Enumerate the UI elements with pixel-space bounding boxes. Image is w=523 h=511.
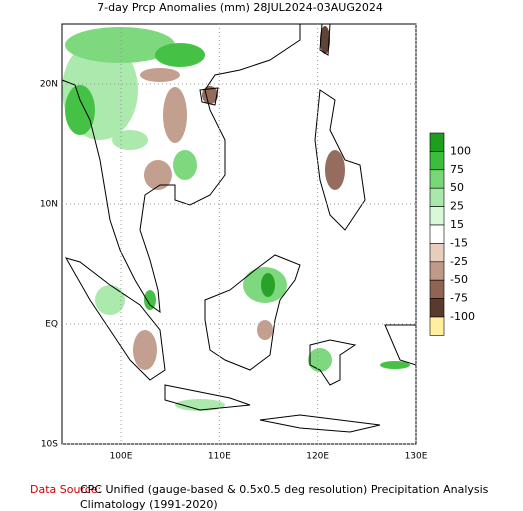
colorbar-label: -75: [450, 292, 468, 305]
source-text: CPC Unified (gauge-based & 0.5x0.5 deg r…: [80, 483, 489, 496]
title: 7-day Prcp Anomalies (mm) 28JUL2024-03AU…: [97, 1, 383, 14]
colorbar-label: -100: [450, 310, 475, 323]
colorbar-label: -15: [450, 236, 468, 249]
colorbar-box: [429, 224, 445, 244]
y-tick-label: 10S: [41, 440, 58, 450]
map-plot: [61, 23, 417, 445]
colorbar-box: [429, 132, 445, 152]
colorbar-box: [429, 316, 445, 336]
colorbar-box: [429, 187, 445, 207]
x-tick-label: 110E: [208, 452, 231, 462]
source-label: Data Source:: [30, 483, 101, 496]
colorbar-label: 15: [450, 218, 464, 231]
coastlines: [61, 23, 417, 433]
y-tick-label: EQ: [45, 320, 58, 330]
colorbar-label: 50: [450, 181, 464, 194]
colorbar-label: 25: [450, 200, 464, 213]
colorbar-box: [429, 243, 445, 263]
x-tick-label: 130E: [405, 452, 428, 462]
anomaly-shading: [62, 26, 410, 411]
colorbar-box: [429, 169, 445, 189]
colorbar-box: [429, 261, 445, 281]
y-tick-label: 20N: [40, 80, 58, 90]
y-tick-label: 10N: [40, 200, 58, 210]
climatology-text: Climatology (1991-2020): [80, 498, 218, 511]
x-tick-label: 100E: [110, 452, 133, 462]
colorbar-box: [429, 206, 445, 226]
colorbar-label: -50: [450, 273, 468, 286]
colorbar-label: -25: [450, 255, 468, 268]
colorbar-label: 75: [450, 163, 464, 176]
colorbar-label: 100: [450, 144, 471, 157]
x-tick-label: 120E: [306, 452, 329, 462]
colorbar-box: [429, 279, 445, 299]
colorbar-box: [429, 298, 445, 318]
colorbar-box: [429, 151, 445, 171]
